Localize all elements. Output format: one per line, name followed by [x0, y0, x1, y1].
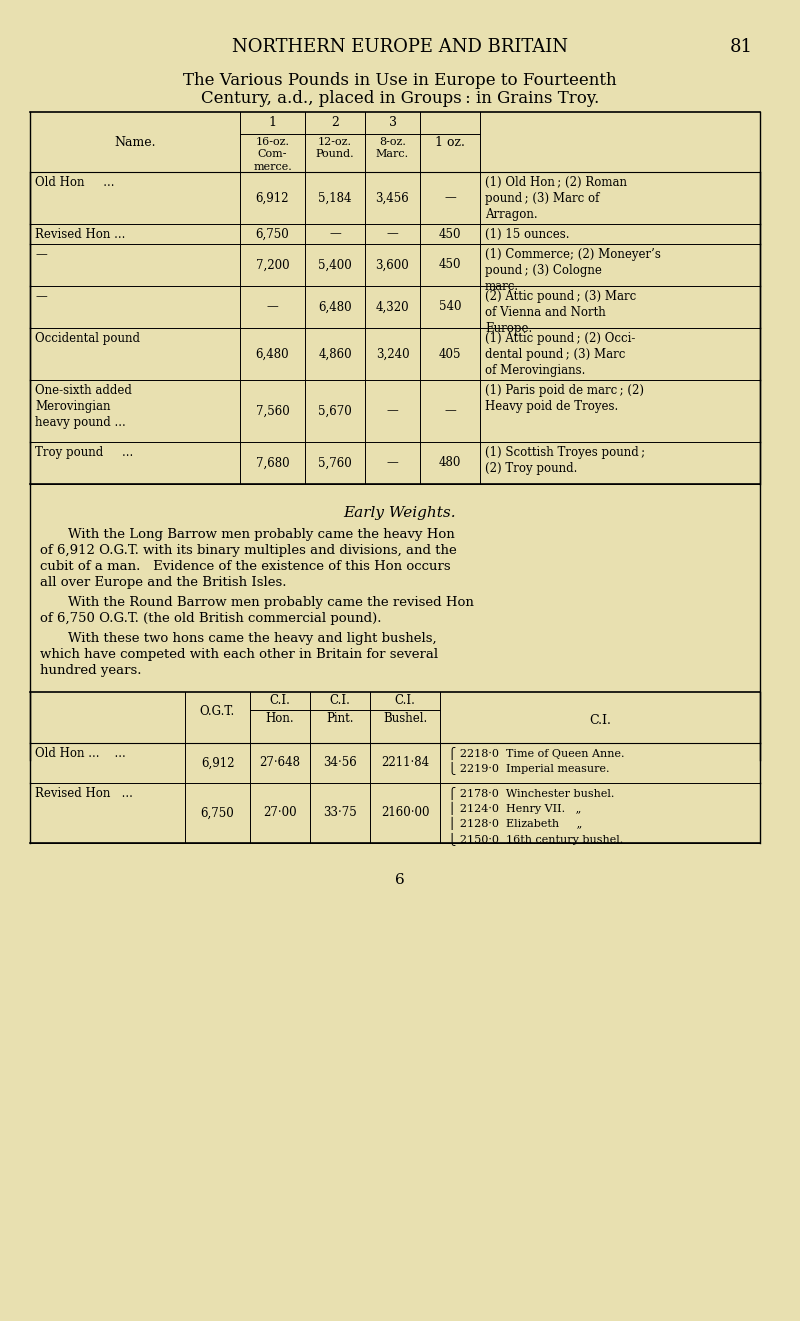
Text: all over Europe and the British Isles.: all over Europe and the British Isles.	[40, 576, 286, 589]
Text: 34·56: 34·56	[323, 757, 357, 770]
Text: 4,320: 4,320	[376, 300, 410, 313]
Text: 6,480: 6,480	[256, 347, 290, 361]
Text: cubit of a man.   Evidence of the existence of this Hon occurs: cubit of a man. Evidence of the existenc…	[40, 560, 450, 573]
Text: Pint.: Pint.	[326, 712, 354, 725]
Text: ⎩ 2219·0  Imperial measure.: ⎩ 2219·0 Imperial measure.	[448, 761, 610, 774]
Text: C.I.: C.I.	[394, 694, 415, 707]
Text: (1) Scottish Troyes pound ;
(2) Troy pound.: (1) Scottish Troyes pound ; (2) Troy pou…	[485, 446, 645, 476]
Text: 480: 480	[439, 457, 461, 469]
Text: 12-oz.
Pound.: 12-oz. Pound.	[316, 137, 354, 160]
Text: (1) Old Hon ; (2) Roman
pound ; (3) Marc of
Arragon.: (1) Old Hon ; (2) Roman pound ; (3) Marc…	[485, 176, 627, 221]
Text: (1) 15 ounces.: (1) 15 ounces.	[485, 229, 570, 240]
Text: 2160·00: 2160·00	[381, 807, 430, 819]
Text: 6,750: 6,750	[201, 807, 234, 819]
Text: With these two hons came the heavy and light bushels,: With these two hons came the heavy and l…	[68, 631, 437, 645]
Text: —: —	[386, 457, 398, 469]
Text: ⎪ 2124·0  Henry VII.   „: ⎪ 2124·0 Henry VII. „	[448, 802, 582, 815]
Text: 8-oz.
Marc.: 8-oz. Marc.	[376, 137, 409, 160]
Text: C.I.: C.I.	[589, 713, 611, 727]
Text: 7,200: 7,200	[256, 259, 290, 272]
Text: C.I.: C.I.	[330, 694, 350, 707]
Text: 540: 540	[438, 300, 462, 313]
Text: (1) Commerce; (2) Moneyer’s
pound ; (3) Cologne
marc.: (1) Commerce; (2) Moneyer’s pound ; (3) …	[485, 248, 661, 293]
Text: 16-oz.
Com-
merce.: 16-oz. Com- merce.	[253, 137, 292, 172]
Text: 7,680: 7,680	[256, 457, 290, 469]
Text: 3,600: 3,600	[376, 259, 410, 272]
Text: Revised Hon   ...: Revised Hon ...	[35, 787, 133, 801]
Text: —: —	[386, 227, 398, 240]
Text: 405: 405	[438, 347, 462, 361]
Text: Old Hon ...    ...: Old Hon ... ...	[35, 746, 126, 760]
Text: ⎧ 2218·0  Time of Queen Anne.: ⎧ 2218·0 Time of Queen Anne.	[448, 746, 625, 760]
Text: (2) Attic pound ; (3) Marc
of Vienna and North
Europe.: (2) Attic pound ; (3) Marc of Vienna and…	[485, 291, 636, 336]
Text: O.G.T.: O.G.T.	[200, 705, 235, 719]
Text: of 6,912 O.G.T. with its binary multiples and divisions, and the: of 6,912 O.G.T. with its binary multiple…	[40, 544, 457, 557]
Text: ⎪ 2128·0  Elizabeth     „: ⎪ 2128·0 Elizabeth „	[448, 816, 582, 830]
Text: 27·00: 27·00	[263, 807, 297, 819]
Text: —: —	[444, 404, 456, 417]
Text: 3,456: 3,456	[376, 192, 410, 205]
Text: —: —	[35, 248, 46, 262]
Text: With the Long Barrow men probably came the heavy Hon: With the Long Barrow men probably came t…	[68, 528, 454, 542]
Text: One-sixth added
Merovingian
heavy pound ...: One-sixth added Merovingian heavy pound …	[35, 384, 132, 429]
Text: 6,912: 6,912	[256, 192, 290, 205]
Text: 27·648: 27·648	[259, 757, 301, 770]
Text: 7,560: 7,560	[256, 404, 290, 417]
Text: Revised Hon ...: Revised Hon ...	[35, 229, 126, 240]
Text: (1) Attic pound ; (2) Occi-
dental pound ; (3) Marc
of Merovingians.: (1) Attic pound ; (2) Occi- dental pound…	[485, 332, 635, 376]
Text: Name.: Name.	[114, 136, 156, 148]
Text: 1 oz.: 1 oz.	[435, 136, 465, 148]
Text: 4,860: 4,860	[318, 347, 352, 361]
Text: Hon.: Hon.	[266, 712, 294, 725]
Text: 3: 3	[389, 116, 397, 129]
Text: ⎧ 2178·0  Winchester bushel.: ⎧ 2178·0 Winchester bushel.	[448, 787, 614, 801]
Text: 5,400: 5,400	[318, 259, 352, 272]
Text: 33·75: 33·75	[323, 807, 357, 819]
Text: —: —	[35, 291, 46, 303]
Text: Early Weights.: Early Weights.	[344, 506, 456, 520]
Text: 450: 450	[438, 259, 462, 272]
Text: (1) Paris poid de marc ; (2)
Heavy poid de Troyes.: (1) Paris poid de marc ; (2) Heavy poid …	[485, 384, 644, 413]
Text: 5,184: 5,184	[318, 192, 352, 205]
Text: of 6,750 O.G.T. (the old British commercial pound).: of 6,750 O.G.T. (the old British commerc…	[40, 612, 382, 625]
Text: —: —	[386, 404, 398, 417]
Text: Troy pound     ...: Troy pound ...	[35, 446, 134, 458]
Text: 6: 6	[395, 873, 405, 886]
Text: 2211·84: 2211·84	[381, 757, 429, 770]
Text: ⎩ 2150·0  16th century bushel.: ⎩ 2150·0 16th century bushel.	[448, 832, 623, 845]
Text: 6,750: 6,750	[256, 227, 290, 240]
Text: Bushel.: Bushel.	[383, 712, 427, 725]
Text: hundred years.: hundred years.	[40, 664, 142, 676]
Text: 3,240: 3,240	[376, 347, 410, 361]
Text: The Various Pounds in Use in Europe to Fourteenth: The Various Pounds in Use in Europe to F…	[183, 73, 617, 89]
Text: —: —	[329, 227, 341, 240]
Text: With the Round Barrow men probably came the revised Hon: With the Round Barrow men probably came …	[68, 596, 474, 609]
Text: NORTHERN EUROPE AND BRITAIN: NORTHERN EUROPE AND BRITAIN	[232, 38, 568, 55]
Text: 6,912: 6,912	[201, 757, 234, 770]
Text: —: —	[266, 300, 278, 313]
Text: 6,480: 6,480	[318, 300, 352, 313]
Text: Century, a.d., placed in Groups : in Grains Troy.: Century, a.d., placed in Groups : in Gra…	[201, 90, 599, 107]
Text: —: —	[444, 192, 456, 205]
Text: 2: 2	[331, 116, 339, 129]
Text: Occidental pound: Occidental pound	[35, 332, 140, 345]
Text: 450: 450	[438, 227, 462, 240]
Text: Old Hon     ...: Old Hon ...	[35, 176, 114, 189]
Text: C.I.: C.I.	[270, 694, 290, 707]
Text: 5,670: 5,670	[318, 404, 352, 417]
Text: 81: 81	[730, 38, 753, 55]
Text: 5,760: 5,760	[318, 457, 352, 469]
Text: which have competed with each other in Britain for several: which have competed with each other in B…	[40, 649, 438, 660]
Text: 1: 1	[269, 116, 277, 129]
